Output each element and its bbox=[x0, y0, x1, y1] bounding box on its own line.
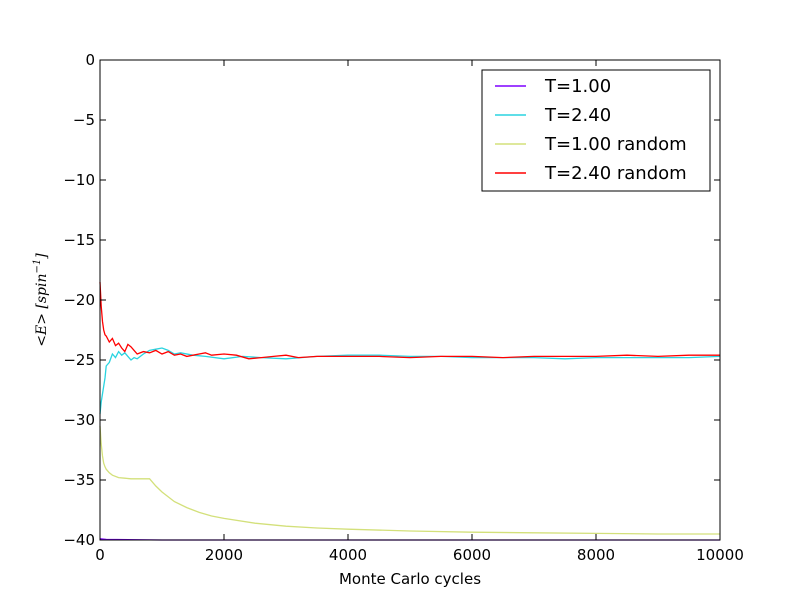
y-tick-label-3: −15 bbox=[63, 231, 95, 249]
y-axis-label-close: ] bbox=[34, 253, 50, 260]
y-tick-label-6: −30 bbox=[63, 411, 95, 429]
legend-label-2: T=1.00 random bbox=[544, 134, 687, 155]
y-tick-label-4: −20 bbox=[63, 291, 95, 309]
series-line-2 bbox=[99, 425, 720, 535]
legend-label-1: T=2.40 bbox=[544, 105, 611, 126]
y-tick-label-7: −35 bbox=[63, 471, 95, 489]
y-tick-label-1: −5 bbox=[73, 111, 95, 129]
y-tick-label-0: 0 bbox=[85, 51, 95, 69]
y-axis-label-base: <E> [spin bbox=[34, 273, 50, 346]
series-line-3 bbox=[99, 281, 720, 360]
x-tick-label-0: 0 bbox=[95, 546, 105, 564]
y-tick-label-8: −40 bbox=[63, 531, 95, 549]
ticks-layer: 0 2000 4000 6000 8000 10000 0 −5 −10 −15 −20 −25 −30… bbox=[63, 51, 744, 564]
y-axis-label-exponent: −1 bbox=[32, 259, 43, 274]
x-tick-label-2: 4000 bbox=[329, 546, 367, 564]
x-axis-label: Monte Carlo cycles bbox=[339, 570, 481, 588]
legend-label-0: T=1.00 bbox=[544, 76, 611, 97]
x-tick-label-4: 8000 bbox=[577, 546, 615, 564]
y-tick-label-5: −25 bbox=[63, 351, 95, 369]
x-tick-label-5: 10000 bbox=[696, 546, 744, 564]
x-tick-label-1: 2000 bbox=[205, 546, 243, 564]
y-tick-label-2: −10 bbox=[63, 171, 95, 189]
x-tick-label-3: 6000 bbox=[453, 546, 491, 564]
legend-label-3: T=2.40 random bbox=[544, 163, 687, 184]
legend: T=1.00 T=2.40 T=1.00 random T=2.40 random bbox=[481, 69, 711, 192]
legend-box bbox=[481, 69, 711, 192]
y-axis-label: <E> [spin−1] bbox=[32, 253, 50, 347]
series-layer bbox=[99, 281, 721, 541]
